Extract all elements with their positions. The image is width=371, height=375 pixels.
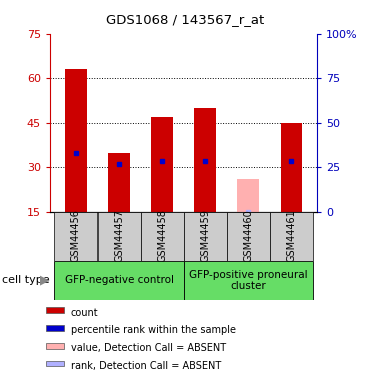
Text: GSM44457: GSM44457: [114, 209, 124, 262]
Text: ▶: ▶: [40, 274, 49, 287]
Bar: [46, 325, 64, 331]
Text: GSM44456: GSM44456: [71, 209, 81, 262]
Bar: [270, 212, 313, 261]
Bar: [194, 108, 216, 212]
Text: GFP-negative control: GFP-negative control: [65, 275, 174, 285]
Bar: [184, 212, 227, 261]
Bar: [46, 343, 64, 349]
Text: GSM44459: GSM44459: [200, 209, 210, 262]
Text: percentile rank within the sample: percentile rank within the sample: [70, 326, 236, 336]
Bar: [141, 212, 184, 261]
Text: GDS1068 / 143567_r_at: GDS1068 / 143567_r_at: [106, 13, 265, 26]
Text: rank, Detection Call = ABSENT: rank, Detection Call = ABSENT: [70, 361, 221, 371]
Bar: [184, 261, 313, 300]
Text: GSM44460: GSM44460: [243, 209, 253, 262]
Text: cell type: cell type: [2, 275, 49, 285]
Bar: [227, 212, 270, 261]
Text: value, Detection Call = ABSENT: value, Detection Call = ABSENT: [70, 343, 226, 353]
Text: GSM44458: GSM44458: [157, 209, 167, 262]
Bar: [55, 212, 98, 261]
Bar: [151, 117, 173, 212]
Bar: [280, 123, 302, 212]
Text: GSM44461: GSM44461: [286, 209, 296, 262]
Bar: [46, 361, 64, 366]
Bar: [237, 179, 259, 212]
Bar: [46, 307, 64, 313]
Bar: [108, 153, 130, 212]
Bar: [55, 261, 184, 300]
Bar: [65, 69, 87, 212]
Bar: [98, 212, 141, 261]
Text: GFP-positive proneural
cluster: GFP-positive proneural cluster: [189, 270, 308, 291]
Text: count: count: [70, 308, 98, 318]
